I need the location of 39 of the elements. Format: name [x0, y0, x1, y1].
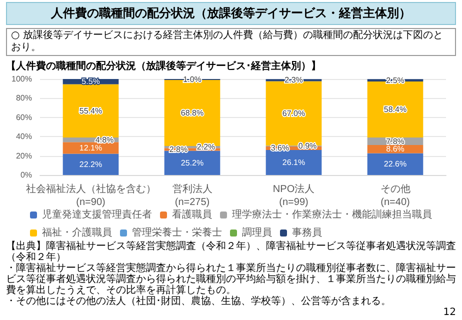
legend-label: 福祉・介護職員 — [42, 226, 112, 238]
y-tick-label: 0% — [20, 170, 32, 180]
x-tick-label: 営利法人 (n=275) — [172, 183, 212, 208]
legend-label: 理学療法士・作業療法士・機能訓練担当職員 — [232, 208, 432, 220]
x-tick-label: NPO法人 (n=99) — [272, 183, 315, 208]
data-label: 22.6% — [384, 160, 407, 169]
y-tick-label: 20% — [16, 151, 32, 160]
data-label: 12.1% — [79, 143, 102, 152]
legend-label: 看護職員 — [172, 208, 212, 220]
data-label: 58.4% — [384, 105, 407, 114]
text: 【出典】障害福祉サービス等経営実態調査（令和２年）、障害福祉サービス等従事者処遇状況等調査（令和２年） — [6, 241, 456, 263]
x-tick-label: その他 (n=40) — [380, 183, 410, 208]
legend-label: 児童発達支援管理責任者 — [42, 208, 152, 220]
chart-subtitle: ○ 放課後等デイサービスにおける経営主体別の人件費（給与費）の職種間の配分状況は下図のとおり。 — [6, 28, 456, 56]
legend-label: 調理員 — [242, 226, 272, 238]
data-label: 26.1% — [282, 158, 306, 167]
chart-title: 人件費の職種間の配分状況（放課後等デイサービス・経営主体別） — [6, 2, 456, 25]
data-label: 68.8% — [180, 108, 204, 118]
bar — [62, 84, 119, 138]
data-label: 55.4% — [79, 106, 102, 116]
data-label: 67.0% — [282, 108, 306, 118]
data-label: 7.8% — [386, 136, 404, 146]
legend-title: 【人件費の職種間の配分状況（放課後等デイサービス･経営主体別）】 — [6, 59, 322, 73]
data-label: 2.3% — [284, 76, 303, 85]
legend-label: 管理栄養士・栄養士 — [132, 226, 222, 238]
data-label: 8.6% — [386, 144, 404, 154]
y-tick-label: 60% — [16, 112, 32, 122]
y-tick-label: 80% — [16, 94, 32, 103]
y-tick-label: 100% — [12, 74, 32, 84]
data-label: 1.0% — [183, 74, 202, 84]
x-tick-label: 社会福祉法人（社協を含む） (n=90) — [26, 183, 156, 208]
text: ・障害福祉サービス等経営実態調査から得られた１事業所当たりの職種別従事者数に、障害福祉サービス等従事者処遇状況等調査から得られた職種別の平均給与額を掛け、１事業所当たりの職種別給与費を算出したうえで、その比率を再計算したもの。 — [6, 263, 456, 296]
legend-label: 事務員 — [292, 226, 322, 238]
y-tick-label: 40% — [16, 132, 32, 142]
data-label: 22.2% — [79, 160, 102, 169]
text: ・その他にはその他の法人（社団･財団、農協、生協、学校等）、公営等が含まれる。 — [6, 296, 392, 307]
text: 12 — [442, 307, 456, 318]
data-label: 4.8% — [95, 135, 114, 144]
data-label: 25.2% — [180, 158, 204, 168]
